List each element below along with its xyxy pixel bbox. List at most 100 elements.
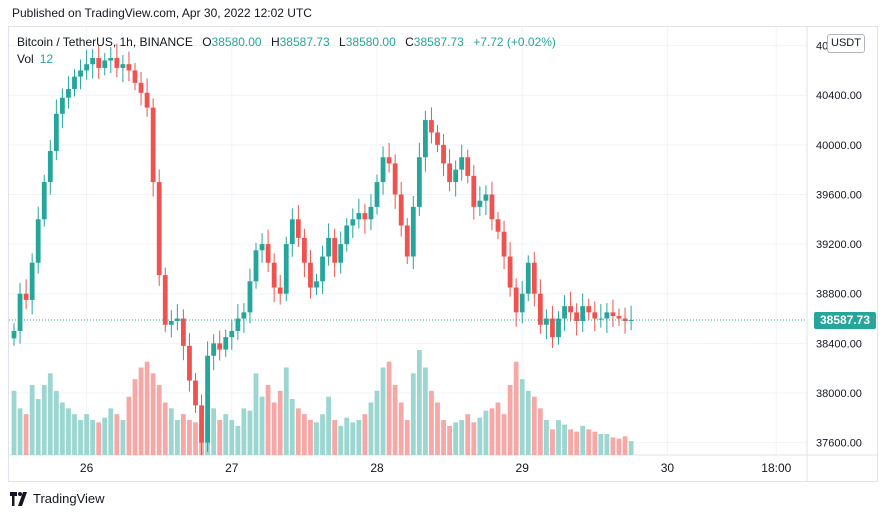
candle-body [108,58,114,61]
candle-body [477,200,483,207]
volume-bar [150,373,156,455]
candle-body [47,151,53,183]
volume-bar [277,390,283,455]
candle-body [374,182,380,207]
price-tick-label: 38000.00 [816,388,862,400]
price-tick-label: 38800.00 [816,289,862,301]
volume-bar [259,396,265,455]
candle-body [483,194,489,201]
time-tick-label: 27 [225,461,239,475]
candle-body [544,318,549,325]
volume-bar [592,431,598,455]
volume-bar [616,438,622,455]
volume-bar [580,425,586,455]
candle-body [604,312,610,319]
price-tick-label: 40400.00 [816,90,862,102]
volume-bar [302,414,307,455]
volume-bar [525,390,531,455]
volume-bar [193,422,198,455]
time-tick-label: 26 [80,461,94,475]
volume-bar [320,414,325,455]
candle-body [53,113,59,152]
candle-body [17,293,23,331]
last-price-badge: 38587.73 [814,312,876,329]
volume-bar [174,420,180,455]
volume-bar [350,422,356,455]
candle-body [144,92,150,108]
volume-bar [144,361,150,455]
volume-bar [41,385,47,455]
candle-body [265,244,271,263]
candle-body [11,330,17,339]
volume-bar [138,367,144,455]
high-value: 38587.73 [279,35,330,49]
volume-bar [168,408,174,455]
candle-body [453,169,459,183]
volume-bar [604,434,610,455]
candle-body [72,76,77,90]
volume-bar [126,396,132,455]
volume-bar [295,408,301,455]
open-value: 38580.00 [211,35,262,49]
candle-body [568,306,573,313]
candle-body [447,163,452,183]
volume-bar [465,414,471,455]
volume-bar [380,367,386,455]
candle-body [126,64,132,71]
candle-body [114,58,120,68]
candle-body [96,58,102,68]
volume-bar [404,420,410,455]
candle-body [380,157,386,183]
volume-bar [283,367,289,455]
volume-bar [235,425,241,455]
candle-body [90,58,96,65]
volume-bar [265,385,271,455]
candle-body [525,262,531,294]
candle-body [586,306,592,313]
candle-body [289,219,295,245]
volume-bar [562,424,567,455]
candle-body [320,256,325,282]
volume-bar [374,390,380,455]
volume-bar [217,420,223,455]
candle-body [562,306,567,319]
volume-bar [544,420,549,455]
tradingview-logo-icon [10,491,27,506]
volume-bar [435,402,440,455]
price-tick-label: 40000.00 [816,140,862,152]
candle-body [513,287,519,313]
candle-body [471,175,477,207]
volume-bar [386,361,392,455]
candle-body [193,380,198,406]
candle-body [223,337,229,350]
candle-body [616,316,622,319]
candle-body [205,355,210,443]
candle-body [628,320,634,322]
candle-body [84,64,89,71]
candle-body [332,237,338,263]
volume-bar [416,350,422,455]
chart-frame [8,26,878,482]
currency-button[interactable]: USDT [827,34,865,53]
candle-body [102,60,108,68]
volume-bar [477,417,483,455]
candle-body [537,293,543,325]
volume-bar [507,385,513,455]
candle-body [416,157,422,207]
volume-bar [622,436,628,455]
candle-body [168,321,174,325]
candle-body [162,275,168,325]
volume-bar [398,402,404,455]
candle-body [598,318,604,320]
candle-body [435,132,440,145]
candle-body [35,219,41,263]
volume-bar [90,420,96,455]
candle-body [211,343,217,356]
candle-body [465,157,471,176]
candle-body [60,97,65,114]
candle-body [501,231,507,257]
volume-bar [483,410,489,455]
footer-brand-label: TradingView [33,491,105,506]
volume-label: Vol [17,52,34,66]
